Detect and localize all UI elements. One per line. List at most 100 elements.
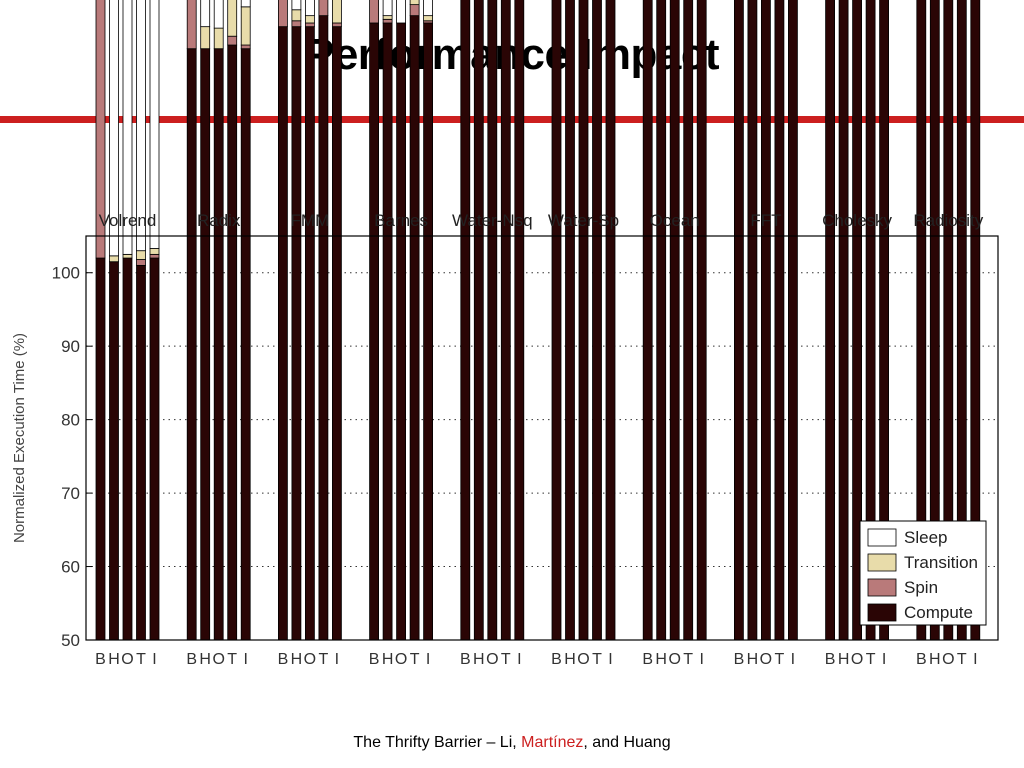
- bar-segment-compute: [500, 0, 511, 641]
- y-axis-label: Normalized Execution Time (%): [11, 333, 28, 543]
- footer-citation: The Thrifty Barrier – Li, Martínez, and …: [0, 734, 1024, 752]
- bar-label: H: [473, 651, 485, 668]
- bar-segment-transition: [109, 255, 119, 263]
- bar-segment-compute: [747, 0, 758, 641]
- bar-segment-transition: [200, 26, 211, 50]
- bar-segment-compute: [95, 257, 106, 641]
- bar-segment-spin: [227, 35, 238, 46]
- bar-label: H: [929, 651, 941, 668]
- bar-segment-spin: [331, 22, 342, 28]
- bar-segment-compute: [136, 264, 146, 641]
- bar-segment-compute: [149, 257, 160, 641]
- bar-label: B: [95, 651, 106, 668]
- bar-segment-spin: [186, 0, 197, 50]
- y-tick-label: 90: [61, 337, 80, 356]
- bar-label: T: [866, 651, 876, 668]
- bar-segment-compute: [605, 0, 616, 641]
- bar-segment-compute: [487, 0, 498, 641]
- bar-segment-sleep: [136, 0, 146, 252]
- bar-label: B: [551, 651, 562, 668]
- bar-segment-compute: [318, 15, 329, 641]
- group-label: Radiosity: [913, 211, 983, 230]
- bar-segment-compute: [642, 0, 653, 641]
- group-label: Ocean: [650, 211, 700, 230]
- bar-segment-compute: [304, 26, 315, 641]
- y-tick-label: 70: [61, 484, 80, 503]
- bar-segment-sleep: [240, 0, 251, 8]
- bar-label: B: [734, 651, 745, 668]
- bar-label: I: [608, 651, 612, 668]
- bar-segment-spin: [136, 259, 146, 266]
- bar-label: T: [683, 651, 693, 668]
- bar-segment-compute: [122, 257, 133, 641]
- bar-segment-sleep: [304, 0, 315, 17]
- bar-label: O: [121, 651, 133, 668]
- group-label: Water-Nsq: [452, 211, 533, 230]
- bar-segment-sleep: [200, 0, 211, 28]
- group-label: Barnes: [374, 211, 428, 230]
- bar-segment-compute: [514, 0, 525, 641]
- bar-label: I: [426, 651, 430, 668]
- bar-segment-compute: [565, 0, 575, 641]
- bar-segment-transition: [122, 253, 133, 259]
- bar-segment-spin: [149, 253, 160, 259]
- bar-segment-compute: [396, 22, 407, 641]
- bar-segment-compute: [578, 0, 589, 641]
- bar-label: H: [291, 651, 303, 668]
- bar-segment-compute: [213, 48, 224, 641]
- bar-segment-transition: [240, 6, 251, 46]
- bar-label: H: [747, 651, 759, 668]
- bar-segment-sleep: [423, 0, 434, 17]
- bar-label: H: [199, 651, 211, 668]
- bar-segment-compute: [460, 0, 471, 641]
- legend-swatch: [867, 528, 897, 547]
- bar-label: O: [577, 651, 589, 668]
- legend-label: Spin: [904, 578, 938, 597]
- legend-label: Sleep: [904, 528, 947, 547]
- bar-label: O: [760, 651, 772, 668]
- bar-segment-transition: [213, 27, 224, 50]
- bar-segment-transition: [291, 9, 302, 22]
- bar-label: T: [227, 651, 237, 668]
- bar-label: H: [382, 651, 394, 668]
- bar-segment-spin: [382, 18, 393, 24]
- bar-segment-transition: [382, 15, 393, 20]
- bars: [95, 0, 981, 641]
- bar-segment-transition: [136, 250, 146, 260]
- bar-label: B: [278, 651, 289, 668]
- bar-label: O: [304, 651, 316, 668]
- bar-segment-compute: [186, 48, 197, 641]
- bar-segment-sleep: [122, 0, 133, 255]
- bar-segment-transition: [304, 15, 315, 24]
- bar-segment-compute: [473, 0, 484, 641]
- footer-author-highlight: Martínez: [521, 734, 584, 751]
- legend-swatch: [867, 603, 897, 622]
- bar-segment-compute: [369, 22, 380, 641]
- bar-label: T: [410, 651, 420, 668]
- bar-label: B: [825, 651, 836, 668]
- bar-segment-sleep: [213, 0, 224, 29]
- bar-segment-spin: [318, 0, 329, 17]
- bar-segment-compute: [277, 26, 288, 641]
- bar-label: T: [319, 651, 329, 668]
- group-label: Volrend: [99, 211, 157, 230]
- bar-label: O: [942, 651, 954, 668]
- bar-segment-compute: [331, 26, 342, 641]
- bar-segment-compute: [683, 0, 694, 641]
- bar-label: H: [564, 651, 576, 668]
- y-tick-label: 80: [61, 411, 80, 430]
- bar-segment-compute: [788, 0, 798, 641]
- bar-segment-compute: [382, 22, 393, 641]
- bar-segment-sleep: [149, 0, 160, 249]
- bar-label: O: [212, 651, 224, 668]
- bar-label: T: [501, 651, 511, 668]
- bar-label: B: [460, 651, 471, 668]
- plot-frame: [85, 235, 999, 641]
- bar-segment-compute: [696, 0, 707, 641]
- bar-label: I: [243, 651, 247, 668]
- bar-label: B: [186, 651, 197, 668]
- legend-swatch: [867, 578, 897, 597]
- bar-label: T: [775, 651, 785, 668]
- bar-segment-compute: [761, 0, 771, 641]
